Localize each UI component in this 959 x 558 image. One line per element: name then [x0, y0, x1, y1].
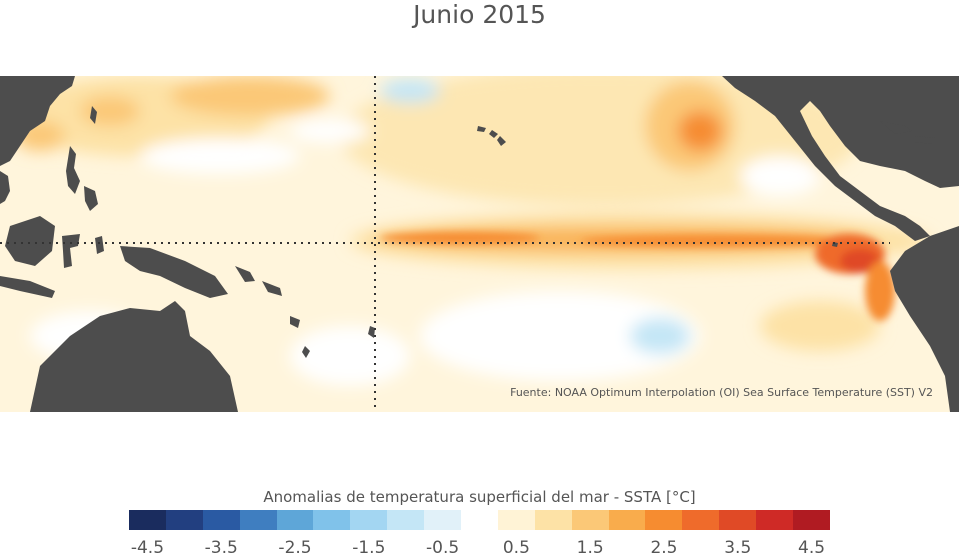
- colorbar-ticks: -4.5 -3.5 -2.5 -1.5 -0.5 0.5 1.5 2.5 3.5 4.5: [0, 538, 959, 558]
- land-australia: [30, 301, 238, 412]
- land-new-guinea: [120, 246, 228, 298]
- colorbar-segment: [202, 510, 240, 530]
- colorbar-tick-label: -1.5: [352, 538, 386, 558]
- colorbar-segment: [793, 510, 830, 530]
- colorbar-tick-label: -4.5: [130, 538, 165, 558]
- colorbar-tick-label: 4.5: [798, 538, 826, 558]
- colorbar-segment: [350, 510, 388, 530]
- colorbar-segment: [129, 510, 166, 530]
- colorbar-tick-label: 2.5: [650, 538, 678, 558]
- colorbar-segment: [165, 510, 203, 530]
- colorbar-tick-label: -3.5: [204, 538, 238, 558]
- colorbar-segment: [461, 510, 498, 530]
- colorbar-segment: [719, 510, 757, 530]
- land: [0, 76, 959, 412]
- colorbar-segment: [534, 510, 572, 530]
- legend-title: Anomalias de temperatura superficial del…: [263, 488, 696, 506]
- ssta-map: [0, 76, 959, 412]
- colorbar-segment: [608, 510, 646, 530]
- colorbar-segment: [571, 510, 609, 530]
- source-note: Fuente: NOAA Optimum Interpolation (OI) …: [510, 386, 933, 399]
- colorbar-segment: [682, 510, 720, 530]
- map-title: Junio 2015: [413, 0, 546, 29]
- colorbar-tick-label: -2.5: [278, 538, 312, 558]
- colorbar: [129, 510, 830, 530]
- colorbar-tick-label: 3.5: [724, 538, 752, 558]
- colorbar-tick-label: 1.5: [576, 538, 604, 558]
- colorbar-segment: [497, 510, 535, 530]
- colorbar-segment: [313, 510, 351, 530]
- land-borneo: [5, 216, 55, 266]
- colorbar-tick-label: 0.5: [502, 538, 530, 558]
- land-asia: [0, 76, 75, 166]
- colorbar-segment: [276, 510, 314, 530]
- land-south-america: [890, 226, 959, 412]
- colorbar-tick-label: -0.5: [426, 538, 460, 558]
- land-hawaii: [477, 126, 486, 132]
- colorbar-segment: [239, 510, 277, 530]
- colorbar-segment: [645, 510, 683, 530]
- land-philippines: [66, 146, 80, 194]
- colorbar-segment: [387, 510, 425, 530]
- colorbar-segment: [424, 510, 462, 530]
- land-north-america: [722, 76, 959, 241]
- colorbar-segment: [756, 510, 794, 530]
